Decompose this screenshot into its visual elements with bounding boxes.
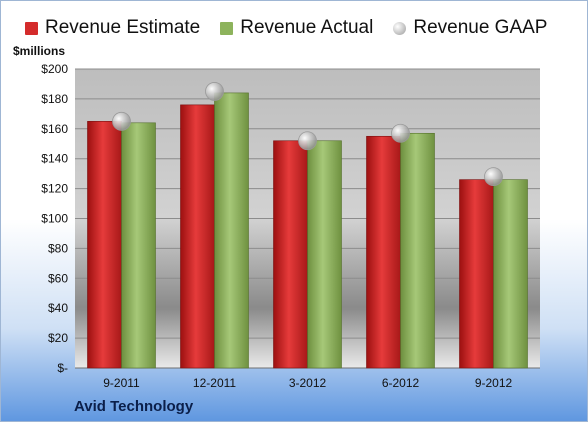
y-tick-label: $200 <box>41 62 68 76</box>
legend-swatch-estimate <box>25 21 38 35</box>
y-tick-label: $160 <box>41 122 68 136</box>
bar-actual <box>121 122 156 369</box>
x-tick-label: 3-2012 <box>289 376 327 390</box>
y-tick-label: $140 <box>41 152 68 166</box>
x-tick-label: 9-2012 <box>475 376 513 390</box>
y-tick-label: $40 <box>48 301 68 315</box>
y-tick-label: $- <box>57 361 68 375</box>
y-tick-label: $20 <box>48 331 68 345</box>
bar-estimate <box>180 104 215 369</box>
gaap-marker <box>298 131 317 151</box>
x-tick-label: 9-2011 <box>103 376 140 390</box>
legend: Revenue Estimate Revenue Actual Revenue … <box>25 15 547 41</box>
bar-estimate <box>459 179 494 369</box>
legend-label-gaap: Revenue GAAP <box>413 17 548 38</box>
bar-actual <box>214 92 249 369</box>
gaap-marker <box>484 167 503 187</box>
y-axis-label: $millions <box>13 44 66 58</box>
legend-item-actual: Revenue Actual <box>220 17 373 39</box>
y-tick-label: $180 <box>41 92 68 106</box>
y-tick-label: $60 <box>48 271 68 285</box>
y-tick-label: $80 <box>48 241 68 255</box>
x-tick-label: 6-2012 <box>382 376 420 390</box>
bar-actual <box>400 132 435 369</box>
company-title: Avid Technology <box>74 398 194 415</box>
x-tick-label: 12-2011 <box>193 376 236 390</box>
bar-estimate <box>366 135 401 369</box>
legend-label-actual: Revenue Actual <box>240 17 374 38</box>
bar-estimate <box>87 121 122 369</box>
gaap-marker <box>112 111 131 131</box>
gaap-marker <box>391 123 410 143</box>
bar-actual <box>493 179 528 369</box>
legend-label-estimate: Revenue Estimate <box>45 17 201 38</box>
legend-marker-gaap <box>393 21 407 35</box>
bar-actual <box>307 140 342 369</box>
bar-estimate <box>273 140 308 369</box>
y-tick-label: $120 <box>41 182 68 196</box>
legend-item-gaap: Revenue GAAP <box>393 17 547 39</box>
legend-swatch-actual <box>220 21 234 35</box>
y-tick-label: $100 <box>41 212 68 226</box>
legend-item-estimate: Revenue Estimate <box>25 17 200 39</box>
gaap-marker <box>205 82 224 101</box>
